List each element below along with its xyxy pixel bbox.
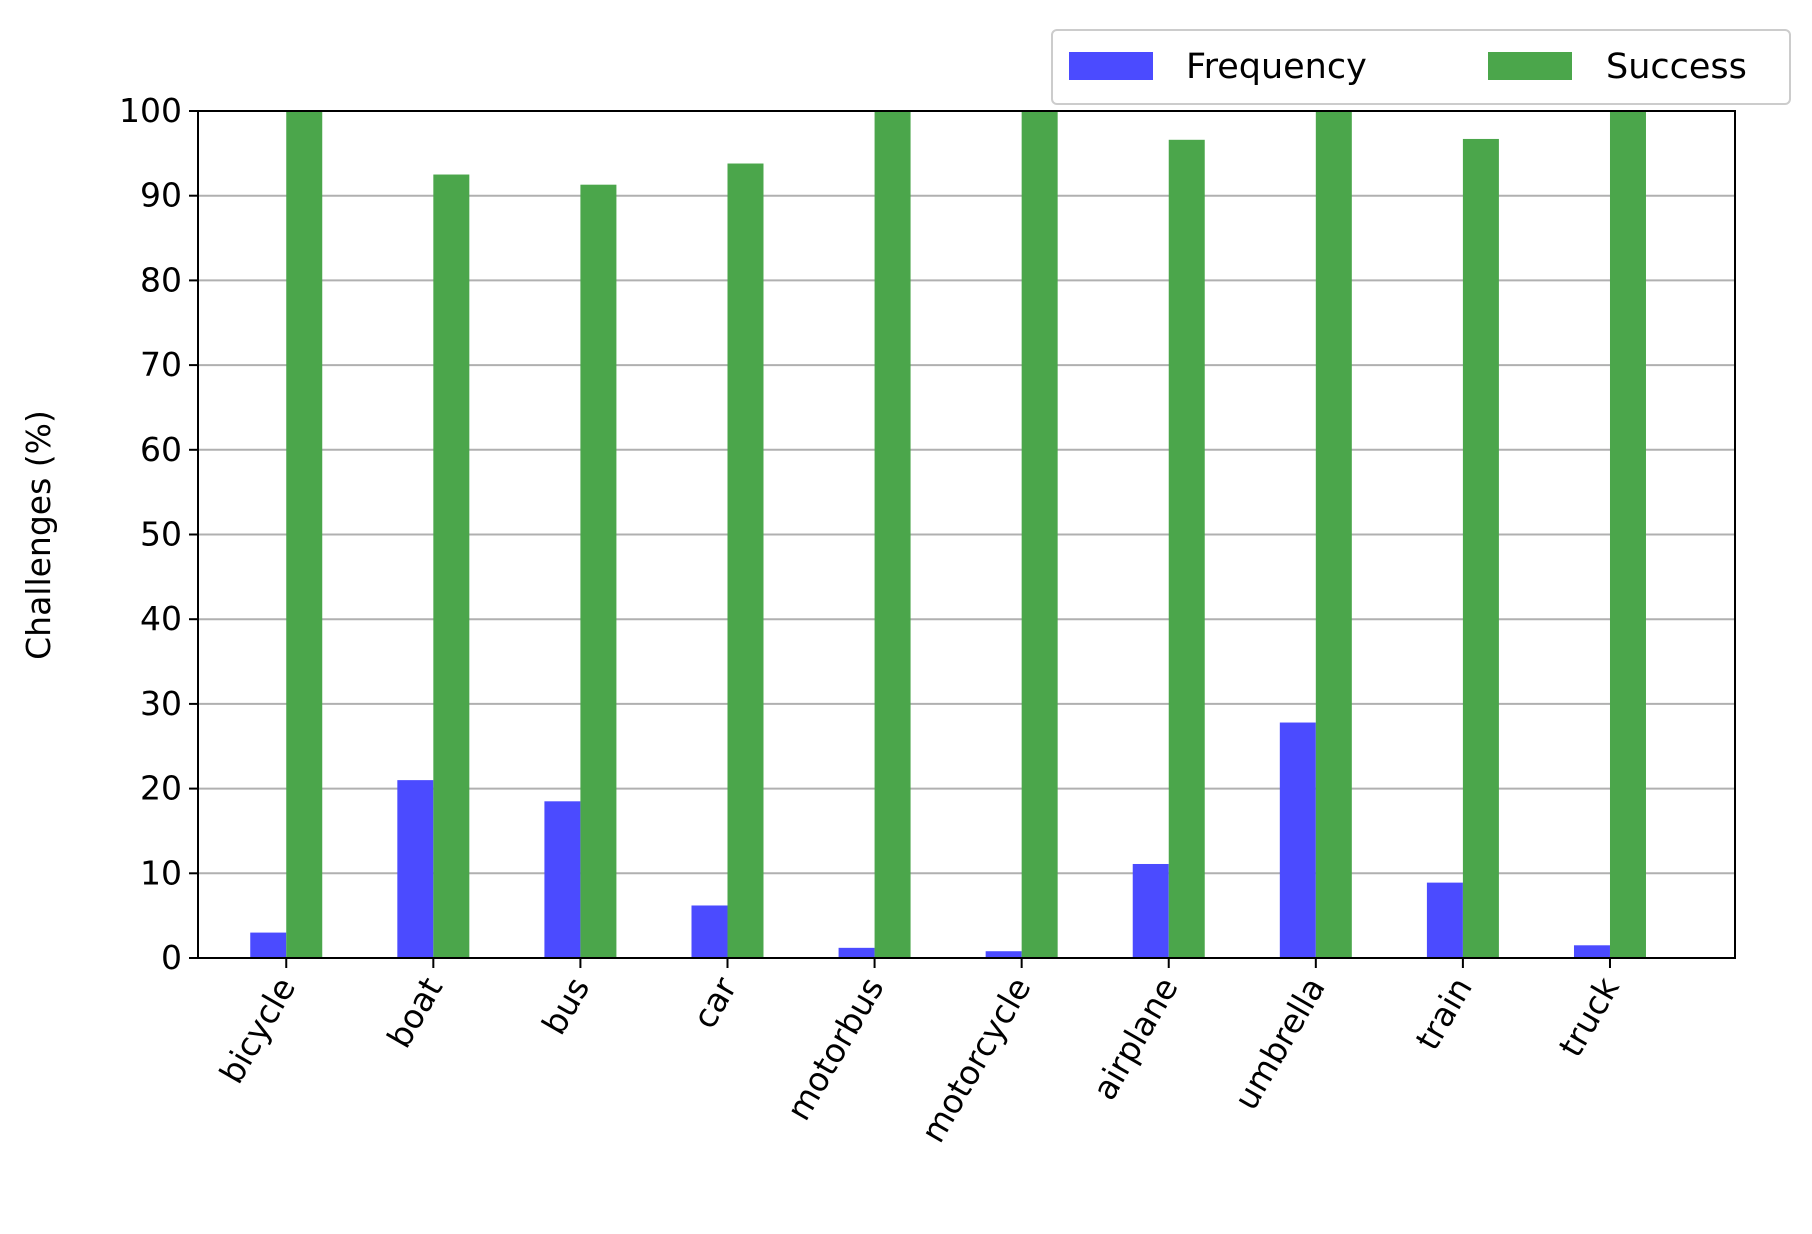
x-tick-label: bus — [534, 971, 597, 1042]
x-tick-label: car — [685, 970, 745, 1035]
bar-success-boat — [433, 174, 470, 958]
legend-swatch-frequency — [1069, 52, 1153, 80]
y-tick-label: 90 — [140, 176, 182, 215]
y-tick-label: 100 — [119, 91, 182, 130]
x-axis-ticks: bicycle boat bus car motorbus motorcycle airpl… — [212, 958, 1628, 1150]
x-tick-label: umbrella — [1226, 971, 1333, 1117]
y-tick-label: 20 — [140, 769, 182, 808]
y-axis-ticks: 0 10 20 30 40 50 60 70 80 90 100 — [119, 91, 198, 977]
bar-frequency-motorbus — [838, 947, 875, 958]
bar-frequency-train — [1426, 882, 1463, 958]
bar-frequency-bus — [544, 801, 581, 958]
bar-success-motorcycle — [1021, 111, 1058, 958]
x-tick-label: airplane — [1085, 971, 1186, 1107]
x-tick-label: motorbus — [779, 971, 892, 1127]
grid-lines — [198, 194, 1735, 875]
x-tick-label: truck — [1551, 970, 1628, 1064]
x-tick-label: motorcycle — [913, 971, 1039, 1150]
y-tick-label: 10 — [140, 853, 182, 892]
y-tick-label: 40 — [140, 599, 182, 638]
bar-success-bicycle — [286, 111, 323, 958]
y-tick-label: 80 — [140, 260, 182, 299]
bar-success-bus — [580, 184, 617, 959]
bar-frequency-car — [691, 905, 728, 958]
y-tick-label: 60 — [140, 430, 182, 469]
bar-frequency-motorcycle — [985, 951, 1022, 958]
bar-success-train — [1462, 138, 1499, 959]
y-tick-label: 0 — [161, 938, 182, 977]
bar-frequency-truck — [1573, 945, 1610, 958]
bars — [250, 111, 1646, 959]
y-tick-label: 30 — [140, 684, 182, 723]
bar-frequency-boat — [397, 780, 434, 958]
x-tick-label: bicycle — [212, 971, 303, 1090]
x-tick-label: train — [1408, 971, 1480, 1057]
y-tick-label: 50 — [140, 515, 182, 554]
y-axis-label: Challenges (%) — [19, 410, 58, 660]
legend-swatch-success — [1488, 52, 1572, 80]
legend-box — [1051, 29, 1791, 105]
legend-label-frequency: Frequency — [1186, 47, 1367, 87]
bar-frequency-bicycle — [250, 932, 287, 958]
bar-success-umbrella — [1315, 111, 1352, 958]
bar-frequency-airplane — [1132, 863, 1169, 958]
bar-success-truck — [1609, 111, 1646, 958]
legend: Frequency Success — [1051, 29, 1791, 105]
y-tick-label: 70 — [140, 345, 182, 384]
x-tick-label: boat — [379, 970, 450, 1054]
bar-frequency-umbrella — [1279, 722, 1316, 958]
bar-success-car — [727, 163, 764, 958]
bar-success-motorbus — [874, 111, 911, 958]
legend-label-success: Success — [1606, 47, 1747, 87]
bar-success-airplane — [1168, 139, 1205, 959]
